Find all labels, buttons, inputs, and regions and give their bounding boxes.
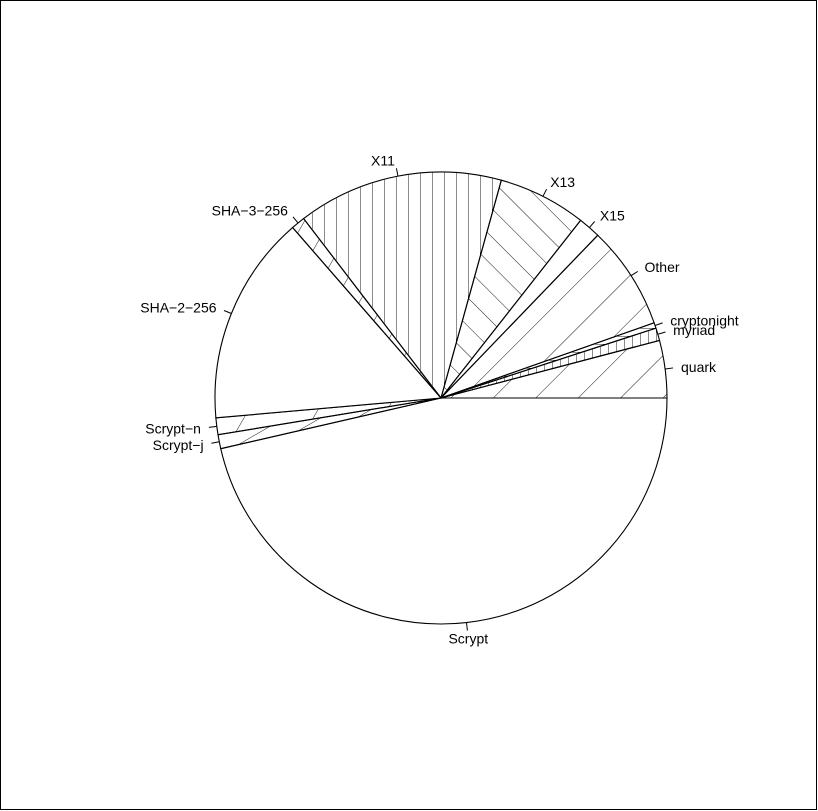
label-scrypt-j: Scrypt−j: [153, 437, 204, 453]
label-cryptonight: cryptonight: [670, 312, 739, 328]
tick-myriad: [657, 331, 666, 335]
slice-quark: [440, 339, 668, 399]
label-myriad: myriad: [673, 322, 715, 338]
tick-other: [630, 270, 639, 277]
label-x15: X15: [600, 207, 625, 223]
tick-scrypt: [466, 622, 468, 631]
label-quark: quark: [681, 359, 717, 375]
pie-slices: [214, 171, 668, 625]
label-x13: X13: [550, 174, 575, 190]
slice-scrypt: [220, 397, 668, 625]
label-x11: X11: [371, 152, 395, 168]
tick-quark: [665, 367, 674, 370]
label-other: Other: [645, 259, 680, 275]
tick-sha-2-256: [223, 310, 232, 314]
tick-x13: [542, 188, 548, 197]
label-scrypt: Scrypt: [448, 630, 488, 646]
slice-x11: [302, 171, 502, 400]
tick-x11: [395, 168, 399, 177]
tick-cryptonight: [654, 322, 663, 326]
tick-sha-3-256: [292, 216, 299, 224]
label-scrypt-n: Scrypt−n: [145, 420, 201, 436]
label-sha-3-256: SHA−3−256: [212, 203, 288, 219]
slice-other: [440, 234, 655, 399]
tick-scrypt-n: [208, 425, 217, 428]
tick-scrypt-j: [211, 441, 220, 444]
tick-x15: [589, 221, 596, 228]
label-sha-2-256: SHA−2−256: [140, 300, 216, 316]
